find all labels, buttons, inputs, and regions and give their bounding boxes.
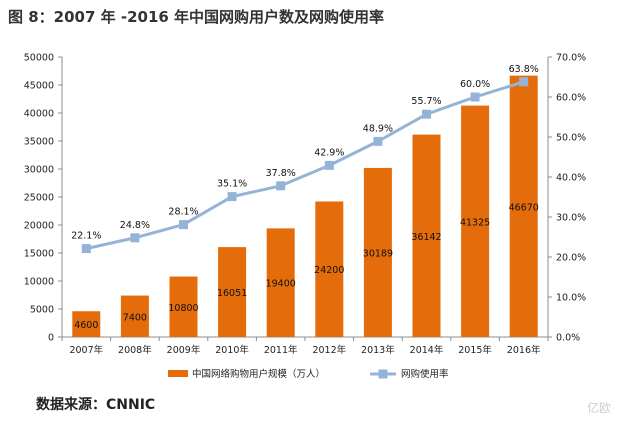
rate-value-label: 42.9% [314,147,344,158]
legend: 中国网络购物用户规模（万人） 网购使用率 [168,368,449,380]
left-tick-label: 15000 [24,249,54,260]
x-tick-label: 2009年 [167,344,201,356]
left-tick-label: 40000 [24,109,54,120]
rate-marker [324,160,334,170]
rate-marker [373,136,383,146]
watermark-logo: 亿欧 [586,401,611,415]
left-tick-label: 45000 [24,81,54,92]
x-tick-label: 2015年 [458,344,492,356]
bar [169,276,198,337]
rate-marker [227,192,237,202]
bar-value-label: 24200 [314,265,344,276]
rate-value-label: 24.8% [120,220,150,231]
rate-line: 22.1% 24.8% 28.1% 35.1% 37.8% 42.9% 48.9% 55.7%… [71,64,539,254]
left-tick-label: 20000 [24,221,54,232]
data-source: 数据来源：CNNIC [36,397,156,413]
x-tick-label: 2016年 [507,344,541,356]
right-tick-label: 10.0% [556,293,586,304]
x-tick-label: 2011年 [264,344,298,356]
bar-value-label: 10800 [168,303,198,314]
bar-value-label: 41325 [460,217,490,228]
bar-value-label: 7400 [123,312,147,323]
left-tick-label: 50000 [24,53,54,64]
x-tick-label: 2008年 [118,344,152,356]
rate-value-label: 60.0% [460,79,490,90]
rate-marker [130,233,140,243]
rate-line-path [85,80,525,251]
bar-value-label: 16051 [217,288,247,299]
rate-value-label: 28.1% [168,207,198,218]
left-tick-label: 10000 [24,277,54,288]
x-tick-label: 2012年 [312,344,346,356]
left-tick-label: 30000 [24,165,54,176]
right-tick-label: 60.0% [556,93,586,104]
rate-value-label: 22.1% [71,231,101,242]
legend-bar-swatch [168,370,188,377]
right-tick-label: 0.0% [556,333,580,344]
right-tick-label: 70.0% [556,53,586,64]
bar-value-label: 19400 [266,279,296,290]
bar [72,311,101,337]
rate-marker [519,77,529,87]
bar [218,247,247,337]
x-tick-label: 2007年 [69,344,103,356]
bar-value-label: 4600 [74,320,98,331]
bar [120,295,149,337]
bar [363,167,392,337]
rate-marker [81,244,91,254]
legend-line-marker [378,369,388,379]
bar [509,75,538,337]
axes: 0 5000 10000 15000 20000 25000 30000 35000 40000… [24,53,586,357]
rate-value-label: 55.7% [411,96,441,107]
left-tick-label: 25000 [24,193,54,204]
rate-marker [422,109,431,119]
x-tick-label: 2010年 [215,344,249,356]
rate-marker [470,92,480,102]
bar [461,105,490,337]
rate-marker [276,181,286,191]
x-tick-label: 2014年 [410,344,444,356]
x-tick-label: 2013年 [361,344,395,356]
left-tick-label: 35000 [24,137,54,148]
right-tick-label: 30.0% [556,213,586,224]
right-tick-label: 50.0% [556,133,586,144]
right-tick-label: 40.0% [556,173,586,184]
left-tick-label: 5000 [30,305,54,316]
rate-value-label: 63.8% [509,64,539,75]
bar [266,228,295,337]
bar-value-label: 36142 [411,232,441,243]
legend-line-label: 网购使用率 [401,368,449,380]
left-tick-label: 0 [48,333,54,344]
right-tick-label: 20.0% [556,253,586,264]
bar-value-label: 30189 [363,248,393,259]
rate-marker [179,220,188,230]
bar-value-label: 46670 [509,202,539,213]
rate-value-label: 37.8% [266,168,296,179]
bar [412,134,441,337]
bar [315,201,344,337]
rate-value-label: 48.9% [363,123,393,134]
rate-value-label: 35.1% [217,179,247,190]
legend-bar-label: 中国网络购物用户规模（万人） [192,368,325,380]
bars: 4600 7400 10800 16051 19400 24200 30189 36142 41… [72,75,539,337]
chart-title: 图 8：2007 年 -2016 年中国网购用户数及网购使用率 [8,8,385,26]
